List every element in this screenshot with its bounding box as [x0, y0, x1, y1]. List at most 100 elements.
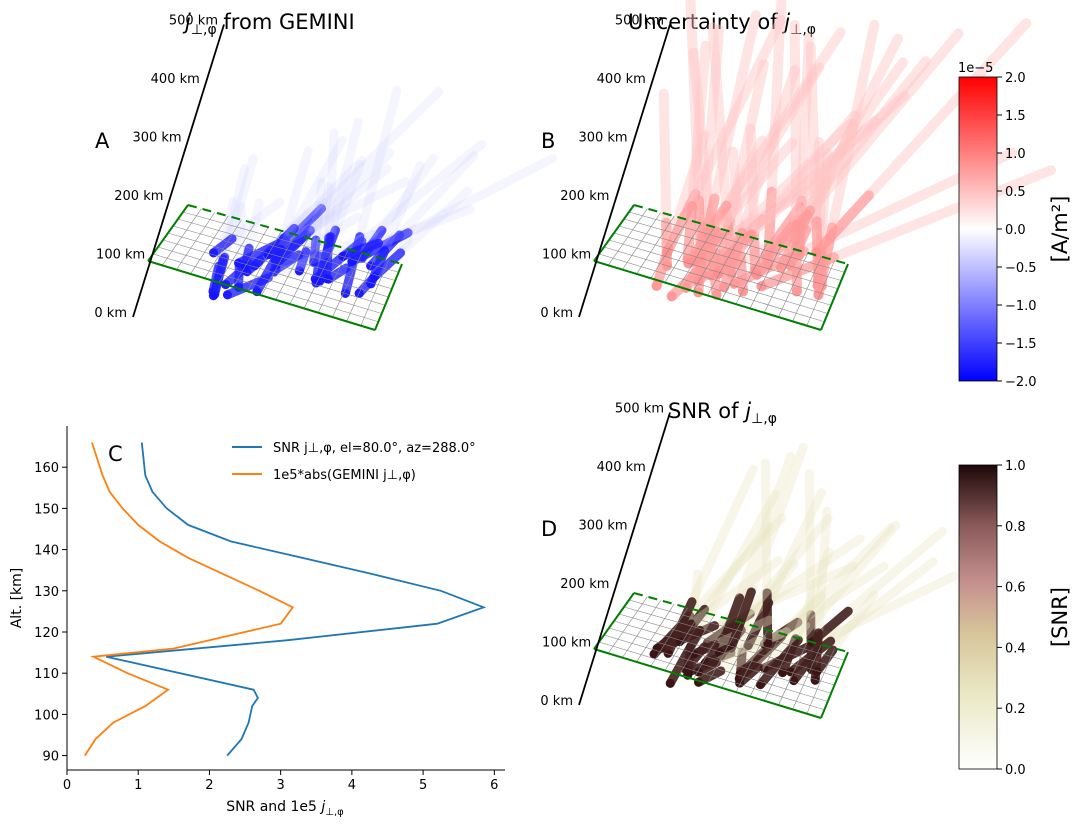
colorbar-snr-gradient: [958, 464, 998, 770]
grid-line: [603, 246, 828, 314]
altitude-tick-label: 100 km: [542, 636, 591, 651]
panel-d-letter: D: [541, 517, 557, 541]
beam-lower: [252, 244, 286, 297]
beam-base: [651, 280, 662, 291]
panel-d-altitude-axis: 0 km 100 km 200 km 300 km 400 km 500 km: [540, 402, 671, 709]
grid-line: [613, 620, 835, 686]
y-tick-label: 120: [34, 626, 59, 641]
beam: [209, 197, 285, 258]
colorbar-current-gradient: [958, 76, 998, 382]
beam-lower: [762, 588, 773, 648]
x-tick-label: 3: [277, 778, 285, 793]
panel-a-ground-grid: [147, 204, 403, 331]
chart-x-axis-label: SNR and 1e5 j⊥,φ: [226, 799, 344, 818]
beam-base: [786, 667, 796, 677]
altitude-axis-line: [578, 412, 671, 706]
altitude-axis-line: [132, 24, 225, 318]
grid-line: [628, 599, 845, 661]
altitude-axis-line: [578, 24, 671, 318]
grid-line: [618, 613, 838, 678]
y-tick-label: 150: [34, 502, 59, 517]
grid-line: [172, 225, 392, 290]
beam: [652, 556, 783, 654]
colorbar-snr-label: [SNR]: [1048, 587, 1072, 647]
panel-a-title: j⊥,φ from GEMINI: [182, 10, 355, 38]
colorbar-tick-label: 1.5: [1005, 109, 1026, 124]
panel-b-beams: [651, 0, 1057, 302]
beam: [812, 590, 879, 676]
panel-b: Uncertainty of j⊥,φ B 0 km 100 km 200 km 30…: [540, 0, 1057, 331]
legend-label: SNR j⊥,φ, el=80.0°, az=288.0°: [273, 441, 476, 456]
grid-edge-left: [593, 204, 635, 262]
beam-base: [366, 279, 376, 289]
y-tick-label: 160: [34, 461, 59, 476]
colorbar-current-ticks: −2.0 −1.5 −1.0 −0.5 0.0 0.5 1.0 1.5 2.0: [997, 71, 1037, 390]
y-tick-label: 130: [34, 585, 59, 600]
grid-line: [623, 606, 842, 669]
grid-edge-back: [187, 204, 403, 265]
grid-line: [157, 246, 382, 314]
altitude-tick-label: 400 km: [151, 72, 200, 87]
beam-base: [684, 667, 694, 677]
grid-line: [608, 627, 832, 694]
colorbar-tick-label: 0.0: [1005, 763, 1026, 778]
beam-lower: [370, 248, 406, 282]
grid-edge-front: [593, 260, 822, 331]
beam-base: [652, 644, 662, 654]
grid-edge-front: [593, 648, 822, 719]
altitude-tick-label: 300 km: [578, 131, 627, 146]
y-tick-label: 100: [34, 708, 59, 723]
colorbar-current: 1e−5 −2.0 −1.5 −1.0 −0.5 0.0 0.5 1.0 1.5 2.0 [A/…: [958, 61, 1072, 390]
colorbar-current-offset: 1e−5: [958, 61, 993, 76]
grid-line: [167, 232, 389, 298]
panel-b-altitude-axis: 0 km 100 km 200 km 300 km 400 km 500 km: [540, 14, 671, 321]
grid-edge-front: [147, 260, 376, 331]
panel-d-beams: [649, 442, 959, 690]
chart-axes: 0 1 2 3 4 5 6 90 100 110 120 130 140 150 160: [34, 426, 505, 793]
chart-y-axis-label: Alt. [km]: [9, 568, 25, 629]
altitude-tick-label: 400 km: [597, 72, 646, 87]
x-tick-label: 5: [419, 778, 427, 793]
panel-a-letter: A: [95, 129, 110, 153]
panel-b-title: Uncertainty of j⊥,φ: [628, 10, 816, 38]
beam-base: [315, 276, 325, 286]
altitude-tick-label: 500 km: [169, 14, 218, 29]
colorbar-tick-label: 0.4: [1005, 641, 1026, 656]
beam-base: [347, 257, 357, 267]
colorbar-tick-label: −1.0: [1005, 299, 1037, 314]
altitude-tick-label: 100 km: [96, 248, 145, 263]
grid-edge-back: [633, 592, 849, 653]
colorbar-tick-label: −1.5: [1005, 337, 1037, 352]
beam-base: [240, 261, 250, 271]
chart-legend: SNR j⊥,φ, el=80.0°, az=288.0° 1e5*abs(GEM…: [232, 441, 476, 483]
beam-base: [719, 282, 730, 293]
beam-base: [370, 272, 380, 282]
chart-series: [84, 442, 487, 757]
x-tick-label: 0: [63, 778, 71, 793]
altitude-tick-label: 200 km: [560, 189, 609, 204]
beam-lower: [652, 619, 696, 654]
beam-base: [812, 666, 822, 676]
beam-base: [338, 251, 348, 261]
colorbar-tick-label: 2.0: [1005, 71, 1026, 86]
altitude-tick-label: 500 km: [615, 14, 664, 29]
colorbar-snr: 0.0 0.2 0.4 0.6 0.8 1.0 [SNR]: [958, 459, 1072, 778]
beam: [775, 33, 903, 273]
beam-base: [687, 256, 698, 267]
altitude-tick-label: 100 km: [542, 248, 591, 263]
grid-line: [603, 634, 828, 702]
beam: [208, 154, 258, 301]
grid-line: [152, 253, 379, 323]
grid-edge-right: [820, 651, 849, 719]
grid-edge-left: [593, 592, 635, 650]
y-tick-label: 90: [42, 750, 59, 765]
colorbar-tick-label: 0.6: [1005, 581, 1026, 596]
beam-lower: [735, 251, 749, 297]
beam-lower: [719, 227, 747, 293]
colorbar-current-label: [A/m²]: [1048, 196, 1072, 263]
grid-line: [623, 218, 842, 281]
beam-base: [791, 286, 802, 297]
series-line-snr: [106, 442, 487, 757]
beam-lower: [208, 252, 230, 301]
